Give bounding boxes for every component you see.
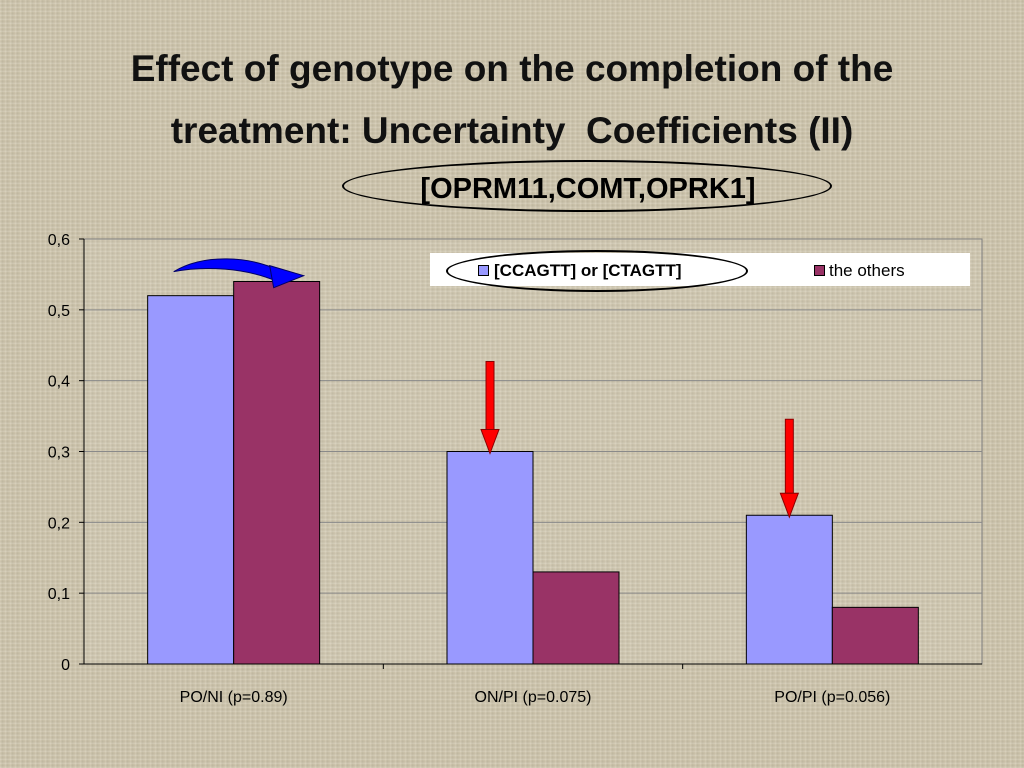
y-tick-label: 0,6 [48,232,70,249]
x-category-label: ON/PI (p=0.075) [475,689,592,706]
y-tick-label: 0,1 [48,586,70,603]
subtitle-highlight-ellipse [342,160,832,212]
chart-title: Effect of genotype on the completion of … [0,38,1024,162]
red-arrow-head [480,429,500,455]
chart-subtitle: [OPRM11,COMT,OPRK1] [420,173,756,205]
red-arrow-shaft [485,361,495,430]
bar-2-series-2 [532,571,620,665]
blue-arrow-head [269,264,306,289]
y-tick-label: 0,5 [48,303,70,320]
legend-swatch-series-2 [814,265,825,276]
bar-2-series-1 [446,451,534,665]
y-tick-label: 0,2 [48,515,70,532]
y-tick-label: 0 [61,657,70,674]
legend-label-series-2: the others [829,261,905,280]
legend-highlight-ellipse [446,250,748,292]
title-line-2: treatment: Uncertainty Coefficients (II) [170,110,854,151]
bar-3-series-2 [831,606,919,665]
bar-1-series-1 [147,295,235,665]
x-category-label: PO/PI (p=0.056) [774,689,890,706]
y-tick-label: 0,3 [48,445,70,462]
red-arrow-head [779,492,800,519]
bar-1-series-2 [233,281,321,665]
red-arrow-shaft [784,418,794,494]
bar-3-series-1 [745,514,833,665]
title-line-1: Effect of genotype on the completion of … [130,48,894,89]
x-category-label: PO/NI (p=0.89) [180,689,288,706]
y-tick-label: 0,4 [48,374,70,391]
